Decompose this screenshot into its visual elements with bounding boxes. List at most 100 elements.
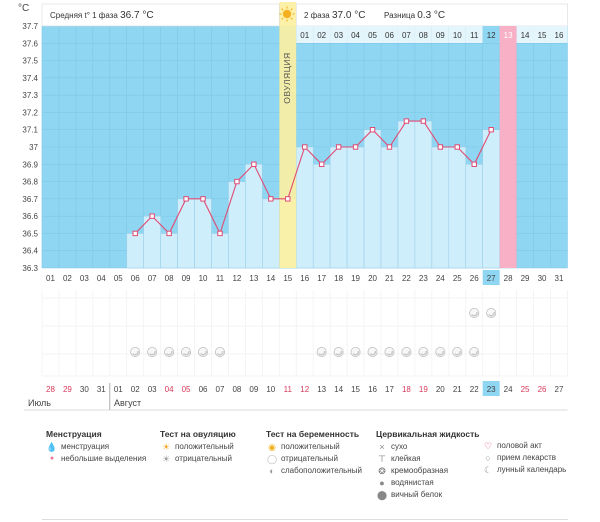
cycle-day-label: 08 — [165, 274, 174, 283]
test-weak-icon — [316, 346, 327, 357]
legend-item: положительный — [175, 442, 234, 451]
y-tick-label: 37.4 — [22, 74, 38, 83]
legend-item: прием лекарств — [497, 453, 557, 462]
temp-bar-21 — [380, 146, 399, 269]
cycle-day-label: 12 — [232, 274, 241, 283]
test-weak-icon — [401, 346, 412, 357]
test-weak-icon-arc — [403, 350, 410, 356]
temp-bar-09 — [177, 198, 195, 269]
cycle-day-label: 20 — [368, 274, 377, 283]
temp-point-19 — [352, 144, 359, 150]
calendar-date-label: 28 — [46, 385, 55, 394]
bottom-divider — [42, 519, 568, 520]
temp-point-25 — [454, 144, 460, 150]
temp-bar-18 — [329, 146, 348, 269]
phase2-day-label: 01 — [300, 31, 309, 40]
temp-point-10 — [200, 196, 206, 202]
svg-text:Разница 0.3 °C: Разница 0.3 °C — [384, 10, 445, 21]
y-tick-label: 36.8 — [22, 178, 38, 187]
cycle-day-label: 10 — [199, 274, 208, 283]
cycle-day-label: 23 — [419, 274, 428, 283]
test-weak-icon — [469, 346, 480, 357]
legend-item: лунный календарь — [497, 465, 567, 474]
legend-ovulation-title: Тест на овуляцию — [160, 429, 236, 439]
today-day-cell — [482, 26, 500, 43]
temp-bar-22 — [397, 120, 416, 269]
temp-point-20 — [369, 127, 376, 133]
y-tick-label: 37.6 — [22, 39, 38, 48]
today-date-cell — [482, 381, 500, 396]
y-unit-label: °C — [18, 3, 29, 14]
eggwhite-icon: ⬤ — [376, 490, 388, 500]
test-weak-icon — [181, 346, 192, 357]
calendar-date-label: 06 — [199, 385, 208, 394]
calendar-date-label: 29 — [63, 385, 72, 394]
legend-pregnancy-title: Тест на беременность — [266, 429, 360, 439]
test-weak-icon-arc — [199, 350, 207, 356]
temp-bar-10 — [194, 198, 212, 269]
month-july: Июль — [28, 398, 51, 408]
y-tick-label: 36.5 — [22, 229, 38, 238]
legend-menstruation-title: Менструация — [46, 429, 102, 439]
cycle-day-label: 16 — [300, 274, 309, 283]
phase2-day-cell — [533, 26, 551, 43]
test-weak-icon-arc — [454, 350, 461, 356]
pill-icon: ○ — [485, 453, 491, 463]
cycle-day-label: 09 — [182, 274, 191, 283]
phase2-day-label: 09 — [436, 31, 445, 40]
cycle-day-label: 18 — [334, 274, 343, 283]
phase1-label: Средняя t° 1 фаза — [50, 11, 118, 20]
temp-bar-08 — [160, 233, 178, 269]
legend-item: менструация — [61, 442, 110, 451]
small-drop-icon: ● — [49, 455, 55, 462]
y-tick-label: 37.3 — [22, 91, 38, 100]
temp-point-14 — [268, 196, 274, 202]
test-weak-icon-arc — [318, 350, 326, 356]
cycle-day-label: 31 — [555, 274, 564, 283]
temp-point-07 — [149, 213, 155, 219]
sun-icon: ☀ — [161, 442, 171, 452]
y-tick-label: 36.7 — [22, 195, 38, 204]
calendar-date-label: 19 — [419, 385, 428, 394]
test-negative-icon — [469, 307, 480, 318]
legend-pregnancy-test: Тест на беременность ◉ положительный ◯ отр… — [266, 428, 362, 477]
phase2-day-cell — [296, 26, 314, 43]
heart-icon: ♡ — [483, 441, 493, 451]
test-weak-icon — [435, 346, 446, 357]
phase2-value: 37.0 °C — [332, 10, 365, 21]
month-august: Август — [114, 398, 141, 408]
diff-label: Разница — [384, 11, 416, 20]
phase2-label: 2 фаза — [304, 11, 330, 20]
temp-bar-26 — [465, 163, 484, 269]
temperature-line — [134, 120, 492, 235]
header-phase2: 2 фаза 37.0 °C Разница 0.3 °C — [304, 10, 445, 21]
sticky-icon: ⊤ — [378, 454, 386, 464]
test-negative-icon-arc — [488, 311, 495, 317]
test-weak-icon-arc — [132, 350, 139, 356]
moon-icon: ☾ — [483, 465, 493, 475]
temp-bar-14 — [262, 198, 280, 269]
test-positive-icon: ◉ — [268, 442, 276, 452]
phase2-day-cell — [381, 26, 398, 43]
test-negative-icon: ◯ — [266, 454, 278, 464]
calendar-date-label: 18 — [402, 385, 411, 394]
phase2-day-label: 14 — [521, 31, 530, 40]
cycle-day-label: 15 — [283, 274, 292, 283]
calendar-date-label: 01 — [114, 385, 123, 394]
legend-item: положительный — [281, 442, 340, 451]
cycle-day-label: 14 — [266, 274, 275, 283]
temp-bar-17 — [312, 163, 331, 269]
period-band — [499, 26, 517, 268]
cycle-day-label: 07 — [148, 274, 157, 283]
test-weak-icon-arc — [335, 350, 343, 356]
test-weak-icon-arc — [420, 350, 427, 356]
temp-bar-11 — [211, 233, 229, 269]
legend-item: клейкая — [391, 454, 421, 463]
temp-point-26 — [471, 161, 477, 167]
test-weak-icon-arc — [183, 350, 190, 356]
calendar-date-label: 08 — [232, 385, 241, 394]
temp-point-24 — [437, 144, 444, 150]
test-weak-icon — [198, 346, 209, 357]
test-weak-icon — [384, 346, 395, 357]
legend-item: небольшие выделения — [61, 454, 147, 463]
